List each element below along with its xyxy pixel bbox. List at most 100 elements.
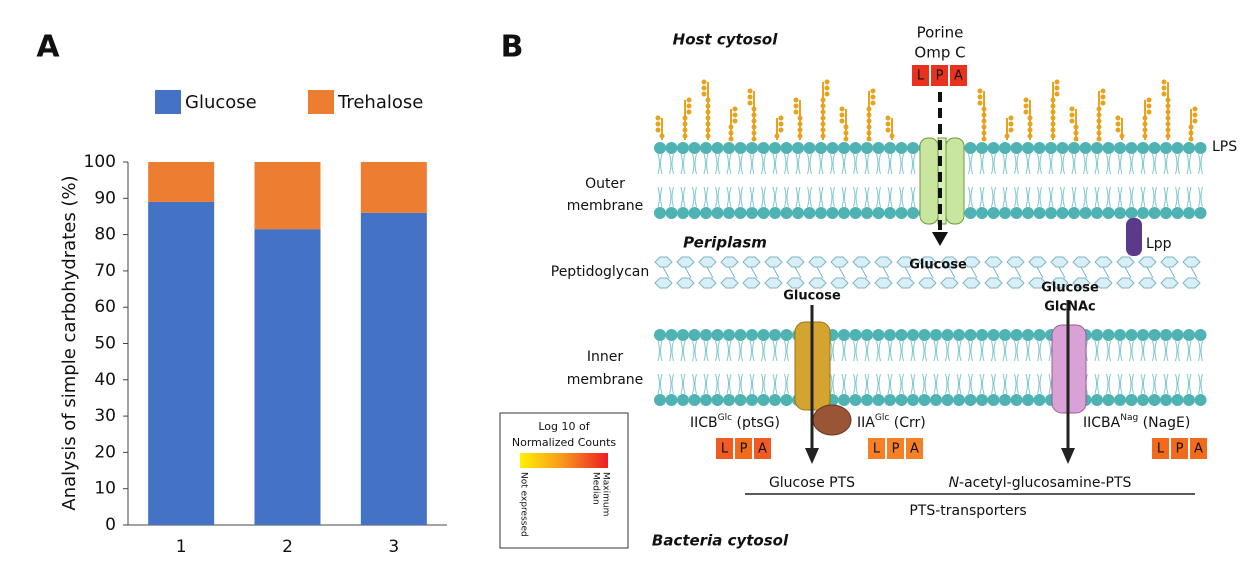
lipid-head: [987, 207, 1000, 219]
label: Periplasm: [683, 234, 767, 252]
label: Glucose: [909, 258, 967, 273]
lps-sugar: [1142, 127, 1148, 133]
peptidoglycan: [786, 256, 805, 268]
lps-sugar: [774, 133, 780, 139]
lps-sugar: [705, 109, 711, 115]
lipid-head: [700, 394, 712, 406]
peptide-link: [750, 266, 758, 279]
lipid-tail: [956, 340, 962, 395]
lipid-head: [895, 329, 908, 341]
peptidoglycan: [1028, 277, 1047, 289]
lps-sugar: [1073, 130, 1079, 136]
lps-sugar: [1192, 118, 1198, 124]
lps-sugar: [1142, 121, 1148, 127]
lps-sugar: [1096, 136, 1102, 142]
lps-sugar: [1096, 124, 1102, 130]
lipid-head: [1045, 142, 1057, 154]
lps-sugar: [1050, 133, 1056, 139]
lps-sugar: [1050, 127, 1056, 133]
lipid-tail: [1002, 340, 1008, 395]
lipid-tail: [1083, 153, 1088, 208]
lipid-head: [769, 394, 781, 406]
lps-sugar: [705, 97, 711, 103]
peptidoglycan: [808, 277, 827, 289]
lps-sugar: [1027, 127, 1033, 133]
lps-sugar: [1069, 106, 1075, 112]
peptidoglycan: [1094, 256, 1113, 268]
lps-sugar: [1188, 136, 1194, 142]
lipid-tail: [807, 153, 812, 208]
lps-sugar: [1050, 121, 1056, 127]
lipid-tail: [715, 153, 720, 208]
lipid-tail: [853, 153, 858, 208]
lipid-head: [734, 329, 747, 341]
lipid-head: [1010, 207, 1023, 219]
lipid-tail: [899, 340, 904, 395]
lipid-head: [1033, 142, 1046, 154]
lipid-head: [1160, 394, 1172, 406]
lpa-box: [735, 438, 752, 459]
lipid-head: [1010, 329, 1023, 341]
lipid-head: [861, 329, 873, 341]
lps-sugar: [1096, 118, 1102, 124]
lps-sugar: [1096, 130, 1102, 136]
lps-sugar: [885, 127, 891, 133]
lpa-box: [1190, 438, 1207, 459]
lipid-head: [1137, 207, 1149, 219]
lipid-head: [849, 207, 862, 219]
peptidoglycan: [1072, 256, 1091, 268]
lipid-head: [930, 394, 942, 406]
porin: [945, 137, 965, 225]
lipid-head: [711, 207, 724, 219]
lpa-letter: L: [721, 442, 729, 457]
label: IICBGlc (ptsG): [690, 413, 780, 432]
panel-label: A: [36, 30, 60, 65]
lipid-head: [1091, 394, 1103, 406]
lipid-head: [953, 394, 965, 406]
lipid-head: [1102, 142, 1115, 154]
peptidoglycan: [1072, 277, 1091, 289]
lps-sugar: [732, 106, 738, 112]
lipid-head: [976, 329, 988, 341]
lps-sugar: [797, 133, 803, 139]
lps-sugar: [1073, 136, 1079, 142]
peptidoglycan: [852, 256, 871, 268]
lipid-head: [815, 142, 827, 154]
lipid-head: [907, 329, 919, 341]
lipid-head: [769, 207, 781, 219]
label: membrane: [567, 372, 644, 388]
lps-sugar: [793, 103, 799, 109]
lipid-head: [953, 329, 965, 341]
lipid-tail: [669, 340, 674, 395]
label: PTS-transporters: [909, 503, 1026, 519]
lipid-head: [987, 394, 1000, 406]
lpa-boxes: L P AL P A L P A L P A: [716, 65, 1207, 459]
lps-sugar: [866, 124, 872, 130]
lipid-head: [1137, 329, 1149, 341]
lipid-head: [907, 394, 919, 406]
legend-label: Glucose: [185, 92, 257, 113]
lps-sugar: [1100, 100, 1106, 106]
peptide-link: [794, 266, 802, 279]
lipid-head: [688, 207, 701, 219]
lps-sugar: [732, 118, 738, 124]
lps-sugar: [981, 136, 987, 142]
y-tick-label: 60: [94, 297, 116, 317]
heat-legend: [499, 412, 629, 549]
lipid-tail: [1060, 153, 1065, 208]
lipid-head: [849, 329, 862, 341]
lipid-head: [746, 329, 758, 341]
lps-sugar: [655, 115, 661, 121]
lps-sugar: [1050, 103, 1056, 109]
lipid-head: [884, 142, 896, 154]
lipid-head: [1183, 142, 1195, 154]
y-tick-label: 10: [94, 479, 116, 499]
lps-sugar: [705, 121, 711, 127]
lps-sugar: [839, 106, 845, 112]
lipid-tail: [887, 340, 893, 395]
lipid-head: [987, 142, 1000, 154]
lipid-head: [1183, 394, 1195, 406]
lps-sugar: [1004, 133, 1010, 139]
lps-sugar: [1165, 115, 1171, 121]
lipid-head: [1114, 329, 1126, 341]
